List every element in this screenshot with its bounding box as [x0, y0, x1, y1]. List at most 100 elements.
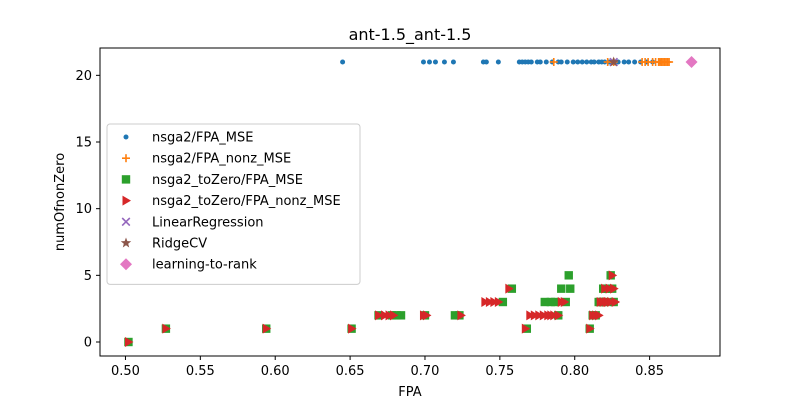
data-point-s0-21 [570, 59, 576, 65]
y-axis-label: numOfnonZero [53, 153, 68, 251]
x-tick-label: 0.85 [635, 364, 664, 379]
data-point-s0-4 [441, 59, 447, 65]
legend-marker [120, 258, 132, 271]
data-point-s0-16 [543, 59, 549, 65]
data-point-s0-0 [340, 59, 346, 65]
x-tick-label: 0.70 [410, 364, 439, 379]
legend-item: learning-to-rank [120, 258, 257, 273]
legend-marker [122, 195, 131, 206]
series-1 [549, 58, 674, 66]
data-point-s3-2 [262, 323, 272, 334]
data-point-s3-13 [490, 297, 499, 307]
data-point-s0-7 [483, 59, 489, 65]
series-5 [608, 56, 619, 67]
data-point-s5-0 [608, 56, 619, 67]
data-point-s3-19 [535, 310, 544, 321]
legend-marker [121, 217, 131, 227]
data-point-s3-4 [375, 310, 384, 321]
y-tick-label: 0 [84, 336, 92, 351]
data-point-s2-9 [450, 311, 460, 320]
y-tick-label: 5 [84, 269, 92, 284]
data-point-s0-13 [528, 59, 534, 65]
x-axis-label: FPA [398, 385, 421, 400]
chart-title: ant-1.5_ant-1.5 [349, 25, 472, 45]
legend-label: nsga2/FPA_nonz_MSE [152, 152, 291, 167]
data-point-s3-6 [385, 310, 395, 321]
data-point-s0-23 [579, 59, 585, 65]
x-tick-label: 0.50 [111, 364, 140, 379]
legend-label: RidgeCV [152, 237, 207, 252]
data-point-s3-23 [550, 310, 559, 321]
legend-item: LinearRegression [121, 215, 264, 230]
data-point-s2-14 [540, 297, 549, 307]
legend-item: nsga2/FPA_nonz_MSE [122, 152, 291, 167]
data-point-s0-24 [584, 59, 590, 65]
data-point-s2-15 [546, 297, 555, 307]
data-point-s3-26 [560, 297, 570, 307]
data-point-s2-16 [551, 297, 560, 307]
legend-item: nsga2_toZero/FPA_nonz_MSE [122, 194, 341, 209]
data-point-s0-3 [432, 59, 438, 65]
data-point-s3-39 [610, 283, 619, 294]
y-tick-label: 20 [75, 69, 92, 84]
x-tick-label: 0.75 [485, 364, 514, 379]
data-point-s3-37 [607, 297, 616, 307]
series-3 [124, 270, 621, 347]
data-point-s2-18 [557, 284, 566, 293]
legend-marker [120, 237, 132, 248]
data-point-s3-3 [348, 323, 357, 334]
data-point-s0-5 [450, 59, 456, 65]
data-point-s3-12 [485, 297, 495, 307]
legend-marker [122, 154, 130, 163]
data-point-s0-22 [575, 59, 581, 65]
data-point-s3-5 [381, 310, 390, 321]
legend-label: nsga2_toZero/FPA_nonz_MSE [152, 194, 341, 209]
data-point-s1-15 [665, 58, 674, 66]
x-axis: 0.50 0.55 0.60 0.65 0.70 0.75 0.80 0.85 [111, 356, 664, 379]
data-point-s0-19 [558, 59, 564, 65]
legend: nsga2/FPA_MSE nsga2/FPA_nonz_MSE nsga2_toZ… [106, 123, 361, 285]
data-point-s3-7 [390, 310, 399, 321]
data-point-s0-26 [591, 59, 597, 65]
legend-label: nsga2/FPA_MSE [152, 131, 253, 146]
y-tick-label: 15 [75, 136, 92, 151]
plot-frame [99, 47, 721, 357]
legend-item: nsga2/FPA_MSE [123, 131, 253, 146]
data-point-s3-24 [554, 310, 564, 321]
data-point-s0-2 [426, 59, 432, 65]
data-point-s3-11 [481, 297, 490, 307]
series-6 [685, 56, 698, 68]
data-point-s3-30 [595, 310, 604, 321]
data-point-s6-0 [685, 56, 698, 68]
data-point-s3-1 [162, 323, 171, 334]
y-axis: 0 5 10 15 20 [75, 69, 100, 351]
data-point-s3-15 [505, 283, 514, 294]
data-point-s0-1 [420, 59, 426, 65]
data-point-s3-27 [586, 323, 595, 334]
legend-label: nsga2_toZero/FPA_MSE [152, 173, 303, 188]
plot-area [124, 56, 698, 347]
data-point-s2-21 [566, 284, 575, 293]
data-point-s3-38 [608, 270, 618, 281]
legend-marker [121, 175, 131, 184]
data-point-s3-10 [457, 310, 466, 321]
legend-label: LinearRegression [152, 215, 264, 230]
data-point-s0-33 [621, 59, 627, 65]
data-point-s0-20 [564, 59, 570, 65]
x-tick-label: 0.65 [336, 364, 365, 379]
data-point-s0-35 [632, 59, 638, 65]
data-point-s3-9 [422, 310, 432, 321]
legend-item: nsga2_toZero/FPA_MSE [121, 173, 303, 188]
data-point-s3-20 [539, 310, 549, 321]
data-point-s2-7 [396, 311, 406, 320]
data-point-s2-20 [564, 271, 573, 280]
legend-item: RidgeCV [120, 237, 207, 252]
data-point-s3-18 [530, 310, 540, 321]
legend-box [106, 123, 361, 285]
data-point-s3-16 [521, 323, 531, 334]
data-point-s3-0 [124, 337, 134, 347]
x-tick-label: 0.55 [186, 364, 215, 379]
data-point-s0-8 [495, 59, 501, 65]
